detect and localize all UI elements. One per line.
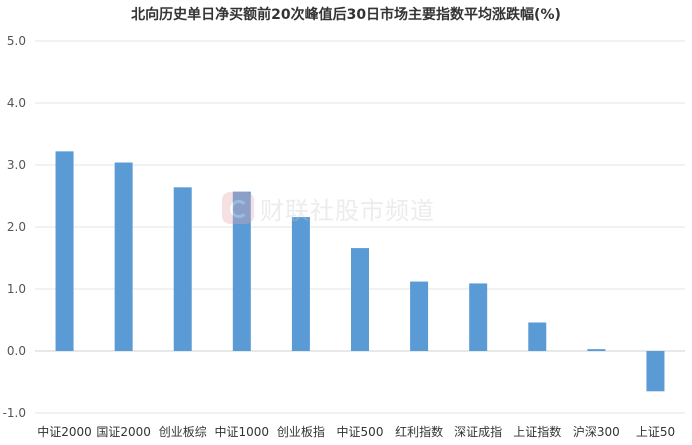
watermark: 财联社股市频道 xyxy=(222,190,435,226)
bar xyxy=(587,349,606,351)
bar xyxy=(469,283,488,351)
bar xyxy=(410,281,429,351)
y-tick-label: 3.0 xyxy=(7,158,26,172)
x-category-label: 国证2000 xyxy=(96,425,151,439)
x-category-label: 中证500 xyxy=(337,424,384,439)
y-tick-label: -1.0 xyxy=(3,406,26,420)
chart-title: 北向历史单日净买额前20次峰值后30日市场主要指数平均涨跌幅(%) xyxy=(131,7,561,23)
y-tick-label: 4.0 xyxy=(7,96,26,110)
y-tick-label: 2.0 xyxy=(7,220,26,234)
y-tick-label: 0.0 xyxy=(7,344,26,358)
x-category-label: 创业板综 xyxy=(159,425,207,439)
x-category-label: 深证成指 xyxy=(454,424,502,439)
x-category-label: 中证1000 xyxy=(215,424,270,439)
bar xyxy=(351,248,369,351)
y-axis-ticks: 5.0 4.0 3.0 2.0 1.0 0.0 -1.0 xyxy=(3,34,26,420)
x-axis-labels: 中证2000 国证2000 创业板综 中证1000 创业板指 中证500 红利指数 深证成指上… xyxy=(37,424,675,439)
bar xyxy=(55,151,74,351)
watermark-text: 财联社股市频道 xyxy=(260,196,435,225)
x-category-label: 红利指数 xyxy=(395,424,443,439)
cls-logo-icon xyxy=(222,192,254,224)
x-category-label: 沪深300 xyxy=(573,425,620,439)
bar xyxy=(114,162,133,351)
bar xyxy=(173,187,192,351)
y-tick-label: 5.0 xyxy=(7,34,26,48)
x-category-label: 上证指数 xyxy=(513,424,561,439)
bars xyxy=(55,151,665,392)
bar xyxy=(646,351,665,392)
bar xyxy=(291,217,310,351)
bar xyxy=(232,191,251,351)
y-tick-label: 1.0 xyxy=(7,282,26,296)
x-category-label: 上证50 xyxy=(636,425,675,439)
x-category-label: 创业板指 xyxy=(277,424,325,439)
bar xyxy=(528,322,547,351)
x-category-label: 中证2000 xyxy=(37,424,92,439)
